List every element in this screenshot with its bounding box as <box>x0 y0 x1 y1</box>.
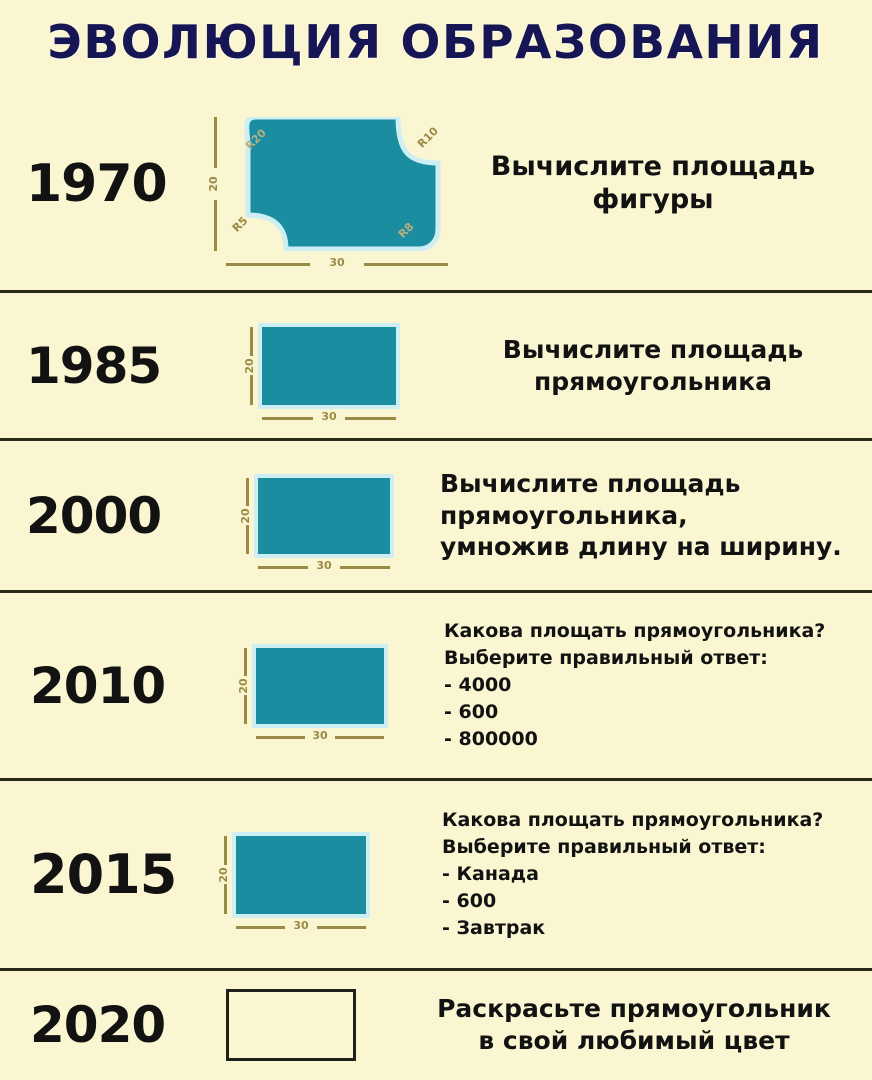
dimensioned-figure: 20 30 <box>239 477 390 572</box>
dimensioned-figure: 20 30 <box>217 835 366 932</box>
dimensioned-figure: 20 R10 R5 R20 R8 30 <box>207 117 448 269</box>
height-dimension-label: 20 <box>243 357 257 374</box>
prompt-line: прямоугольника, <box>440 500 688 530</box>
figure-cell: 20 R10 R5 R20 R8 30 <box>207 117 464 269</box>
table-row: 2010 20 30 Какова пл <box>0 590 872 778</box>
figure-cell: 20 30 <box>222 477 434 572</box>
quiz-option[interactable]: - Завтрак <box>442 916 546 939</box>
quiz-option[interactable]: - 600 <box>444 700 499 723</box>
width-dimension-label: 30 <box>329 256 345 269</box>
width-dimension: 30 <box>226 256 448 271</box>
width-dimension-label: 30 <box>293 918 309 932</box>
year-label: 1970 <box>26 154 168 214</box>
dimension-line <box>363 263 448 266</box>
year-label: 1985 <box>26 336 162 395</box>
quiz-option[interactable]: - 800000 <box>444 727 538 750</box>
dimension-line <box>226 263 311 266</box>
quiz-question: Какова площать прямоугольника? <box>442 809 824 832</box>
prompt-line: Раскрасьте прямоугольник <box>437 994 831 1023</box>
height-dimension-label: 20 <box>217 866 231 883</box>
prompt-line: прямоугольника <box>533 366 773 396</box>
title-bar: ЭВОЛЮЦИЯ ОБРАЗОВАНИЯ <box>0 0 872 78</box>
height-dimension: 20 <box>239 477 254 554</box>
dimension-line <box>224 835 227 866</box>
compound-shape-1970: R10 R5 R20 R8 <box>226 117 448 251</box>
width-dimension: 30 <box>256 728 384 744</box>
prompt-line: Вычислите площадь <box>490 151 816 183</box>
quiz-option[interactable]: - 4000 <box>444 674 512 697</box>
dimension-line <box>250 326 253 357</box>
prompt-text: Раскрасьте прямоугольник в свой любимый … <box>412 993 872 1056</box>
dimension-line <box>224 883 227 914</box>
quiz-instruction: Выберите правильный ответ: <box>442 836 766 859</box>
dimension-line <box>316 925 366 929</box>
height-dimension: 20 <box>243 326 258 405</box>
dimension-line <box>236 925 286 929</box>
dimension-line <box>246 524 249 554</box>
dimension-line <box>244 647 247 677</box>
height-dimension-label: 20 <box>207 176 221 192</box>
year-label: 2015 <box>30 842 177 906</box>
prompt-line: в свой любимый цвет <box>478 1025 790 1055</box>
dimension-line <box>214 117 217 168</box>
quiz-question: Какова площать прямоугольника? <box>444 620 826 643</box>
quiz-option[interactable]: - Канада <box>442 863 539 886</box>
dimension-line <box>250 374 253 405</box>
figure-cell: 20 30 <box>210 835 428 932</box>
height-dimension-label: 20 <box>239 507 253 524</box>
rectangle-shape <box>236 835 366 914</box>
dimension-line <box>246 477 249 507</box>
table-row: 2000 20 30 Вычислите <box>0 438 872 590</box>
year-label: 2010 <box>30 656 166 715</box>
prompt-text: Вычислите площадь фигуры <box>464 151 872 217</box>
quiz-block: Какова площать прямоугольника? Выберите … <box>428 807 872 942</box>
width-dimension-label: 30 <box>321 409 337 423</box>
prompt-line: Вычислите площадь <box>502 335 804 364</box>
dimension-line <box>214 200 217 251</box>
table-row: 2020 Раскрасьте прямоугольник в свой люб… <box>0 968 872 1078</box>
dimension-line <box>345 416 396 420</box>
width-dimension: 30 <box>236 918 366 934</box>
height-dimension-label: 20 <box>237 677 251 694</box>
timeline-rows: 1970 20 R10 R5 R20 R8 <box>0 78 872 1078</box>
height-dimension: 20 <box>217 835 232 914</box>
width-dimension: 30 <box>262 409 396 425</box>
dimension-line <box>258 565 309 569</box>
figure-cell: 20 30 <box>226 647 430 742</box>
rectangle-shape <box>258 477 390 554</box>
width-dimension: 30 <box>258 558 390 574</box>
year-label: 2000 <box>26 486 162 545</box>
empty-rectangle-shape[interactable] <box>226 988 356 1061</box>
prompt-line: Вычислите площадь <box>440 469 741 499</box>
height-dimension: 20 <box>207 117 222 251</box>
figure-cell: 20 30 <box>222 326 450 423</box>
prompt-text: Вычислите площадь прямоугольника, умножи… <box>434 468 872 563</box>
height-dimension: 20 <box>237 647 252 724</box>
quiz-option[interactable]: - 600 <box>442 889 497 912</box>
dimensioned-figure: 20 30 <box>243 326 396 423</box>
prompt-line: фигуры <box>592 184 714 215</box>
dimension-line <box>244 694 247 724</box>
year-label: 2020 <box>30 995 166 1054</box>
page-title: ЭВОЛЮЦИЯ ОБРАЗОВАНИЯ <box>47 15 825 69</box>
prompt-text: Вычислите площадь прямоугольника <box>450 334 872 397</box>
rectangle-shape <box>256 647 384 724</box>
table-row: 1985 20 30 Вычислите <box>0 290 872 438</box>
quiz-block: Какова площать прямоугольника? Выберите … <box>430 618 872 753</box>
figure-cell <box>226 988 412 1061</box>
dimension-line <box>335 735 384 739</box>
quiz-instruction: Выберите правильный ответ: <box>444 647 768 670</box>
rectangle-shape <box>262 326 396 405</box>
width-dimension-label: 30 <box>316 558 332 572</box>
prompt-line: умножив длину на ширину. <box>440 532 842 562</box>
dimension-line <box>339 565 390 569</box>
compound-shape-svg <box>244 117 441 251</box>
dimension-line <box>256 735 305 739</box>
dimensioned-figure: 20 30 <box>237 647 384 742</box>
width-dimension-label: 30 <box>312 728 328 742</box>
dimension-line <box>262 416 313 420</box>
table-row: 2015 20 30 Какова пл <box>0 778 872 968</box>
table-row: 1970 20 R10 R5 R20 R8 <box>0 78 872 290</box>
